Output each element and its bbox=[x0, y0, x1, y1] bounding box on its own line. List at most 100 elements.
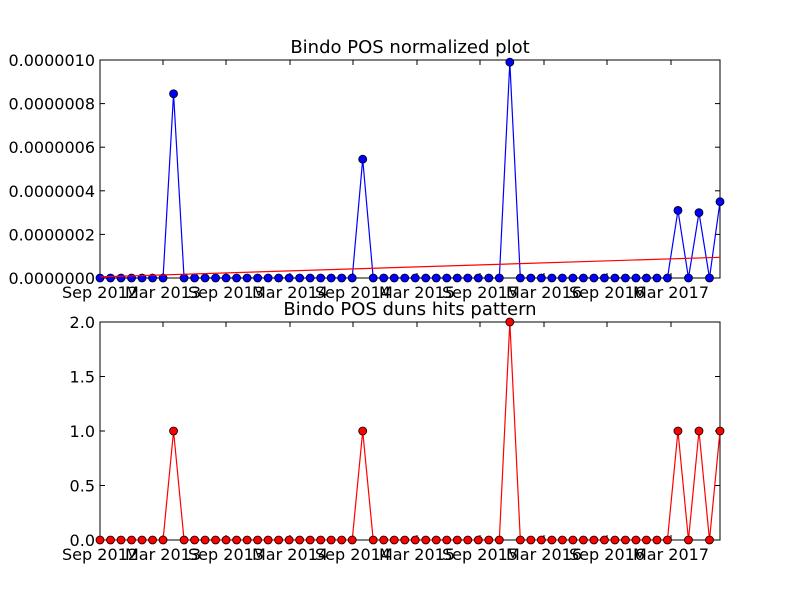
data-point bbox=[442, 535, 452, 545]
data-point bbox=[232, 535, 242, 545]
data-point bbox=[137, 535, 147, 545]
data-point bbox=[179, 535, 189, 545]
data-point bbox=[190, 535, 199, 545]
data-point bbox=[610, 535, 620, 545]
y-tick-label: 1.0 bbox=[70, 422, 95, 441]
data-point bbox=[326, 273, 336, 283]
data-point bbox=[337, 535, 347, 545]
data-point bbox=[568, 535, 578, 545]
chart-title: Bindo POS normalized plot bbox=[290, 37, 529, 58]
x-tick-label: Mar 2016 bbox=[506, 545, 582, 564]
x-tick-label: Sep 2016 bbox=[569, 283, 645, 302]
data-point bbox=[568, 273, 578, 283]
x-tick-label: Mar 2017 bbox=[633, 283, 709, 302]
data-point bbox=[663, 273, 672, 283]
data-point bbox=[705, 535, 714, 545]
x-tick-label: Mar 2013 bbox=[125, 545, 201, 564]
x-tick-label: Mar 2015 bbox=[379, 545, 455, 564]
data-point bbox=[600, 273, 609, 283]
data-point bbox=[389, 273, 399, 283]
data-point bbox=[116, 273, 126, 283]
chart-2 bbox=[95, 317, 725, 545]
data-point bbox=[400, 535, 410, 545]
chart-title: Bindo POS duns hits pattern bbox=[283, 299, 536, 320]
data-point bbox=[158, 273, 168, 283]
data-point bbox=[557, 273, 567, 283]
data-point bbox=[263, 535, 273, 545]
data-point bbox=[211, 273, 220, 283]
data-point bbox=[410, 273, 420, 283]
data-point bbox=[526, 273, 536, 283]
data-point bbox=[463, 273, 473, 283]
data-point bbox=[715, 197, 725, 207]
data-point bbox=[473, 273, 483, 283]
y-tick-label: 0.0000006 bbox=[8, 138, 95, 157]
data-point bbox=[305, 273, 315, 283]
data-point bbox=[547, 535, 557, 545]
data-point bbox=[421, 535, 431, 545]
x-tick-label: Sep 2015 bbox=[442, 283, 518, 302]
data-point bbox=[358, 154, 368, 164]
data-point bbox=[610, 273, 620, 283]
data-point bbox=[663, 535, 672, 545]
data-point bbox=[526, 535, 536, 545]
data-point bbox=[600, 535, 609, 545]
x-tick-label: Mar 2015 bbox=[379, 283, 455, 302]
data-point bbox=[473, 535, 483, 545]
data-point bbox=[95, 273, 105, 283]
x-tick-label: Sep 2012 bbox=[62, 283, 138, 302]
data-point bbox=[169, 89, 178, 99]
data-point bbox=[253, 535, 263, 545]
plot-frame bbox=[99, 321, 721, 541]
data-point bbox=[358, 426, 368, 436]
data-point bbox=[295, 273, 305, 283]
data-point bbox=[242, 535, 252, 545]
data-point bbox=[316, 273, 326, 283]
data-point bbox=[452, 273, 462, 283]
data-point bbox=[106, 535, 115, 545]
chart-1 bbox=[95, 57, 725, 283]
data-point bbox=[295, 535, 305, 545]
data-point bbox=[484, 535, 494, 545]
data-point bbox=[547, 273, 557, 283]
data-point bbox=[694, 426, 704, 436]
x-tick-label: Mar 2016 bbox=[506, 283, 582, 302]
data-point bbox=[536, 273, 546, 283]
data-point bbox=[221, 535, 231, 545]
data-point bbox=[368, 535, 378, 545]
data-point bbox=[705, 273, 714, 283]
y-tick-label: 0.0000010 bbox=[8, 51, 95, 70]
data-point bbox=[232, 273, 242, 283]
data-point bbox=[169, 426, 178, 436]
data-point bbox=[694, 208, 704, 218]
data-point bbox=[274, 273, 284, 283]
data-point bbox=[368, 273, 378, 283]
x-tick-label: Sep 2015 bbox=[442, 545, 518, 564]
data-point bbox=[484, 273, 494, 283]
data-point bbox=[148, 273, 157, 283]
data-point bbox=[274, 535, 284, 545]
x-tick-label: Sep 2013 bbox=[188, 545, 264, 564]
data-point bbox=[452, 535, 462, 545]
data-point bbox=[505, 317, 515, 327]
series-line bbox=[100, 62, 721, 279]
data-point bbox=[326, 535, 336, 545]
data-point bbox=[200, 535, 210, 545]
data-point bbox=[621, 273, 630, 283]
data-point bbox=[631, 535, 641, 545]
data-point bbox=[494, 273, 504, 283]
trend-line bbox=[99, 256, 721, 278]
data-point bbox=[589, 273, 599, 283]
data-point bbox=[158, 535, 168, 545]
x-tick-label: Mar 2014 bbox=[252, 545, 328, 564]
data-point bbox=[673, 426, 683, 436]
data-point bbox=[631, 273, 641, 283]
data-point bbox=[190, 273, 199, 283]
data-point bbox=[253, 273, 263, 283]
y-tick-label: 0.0000000 bbox=[8, 269, 95, 288]
data-point bbox=[557, 535, 567, 545]
y-tick-label: 0.0 bbox=[70, 531, 95, 550]
data-point bbox=[410, 535, 420, 545]
data-point bbox=[652, 273, 662, 283]
